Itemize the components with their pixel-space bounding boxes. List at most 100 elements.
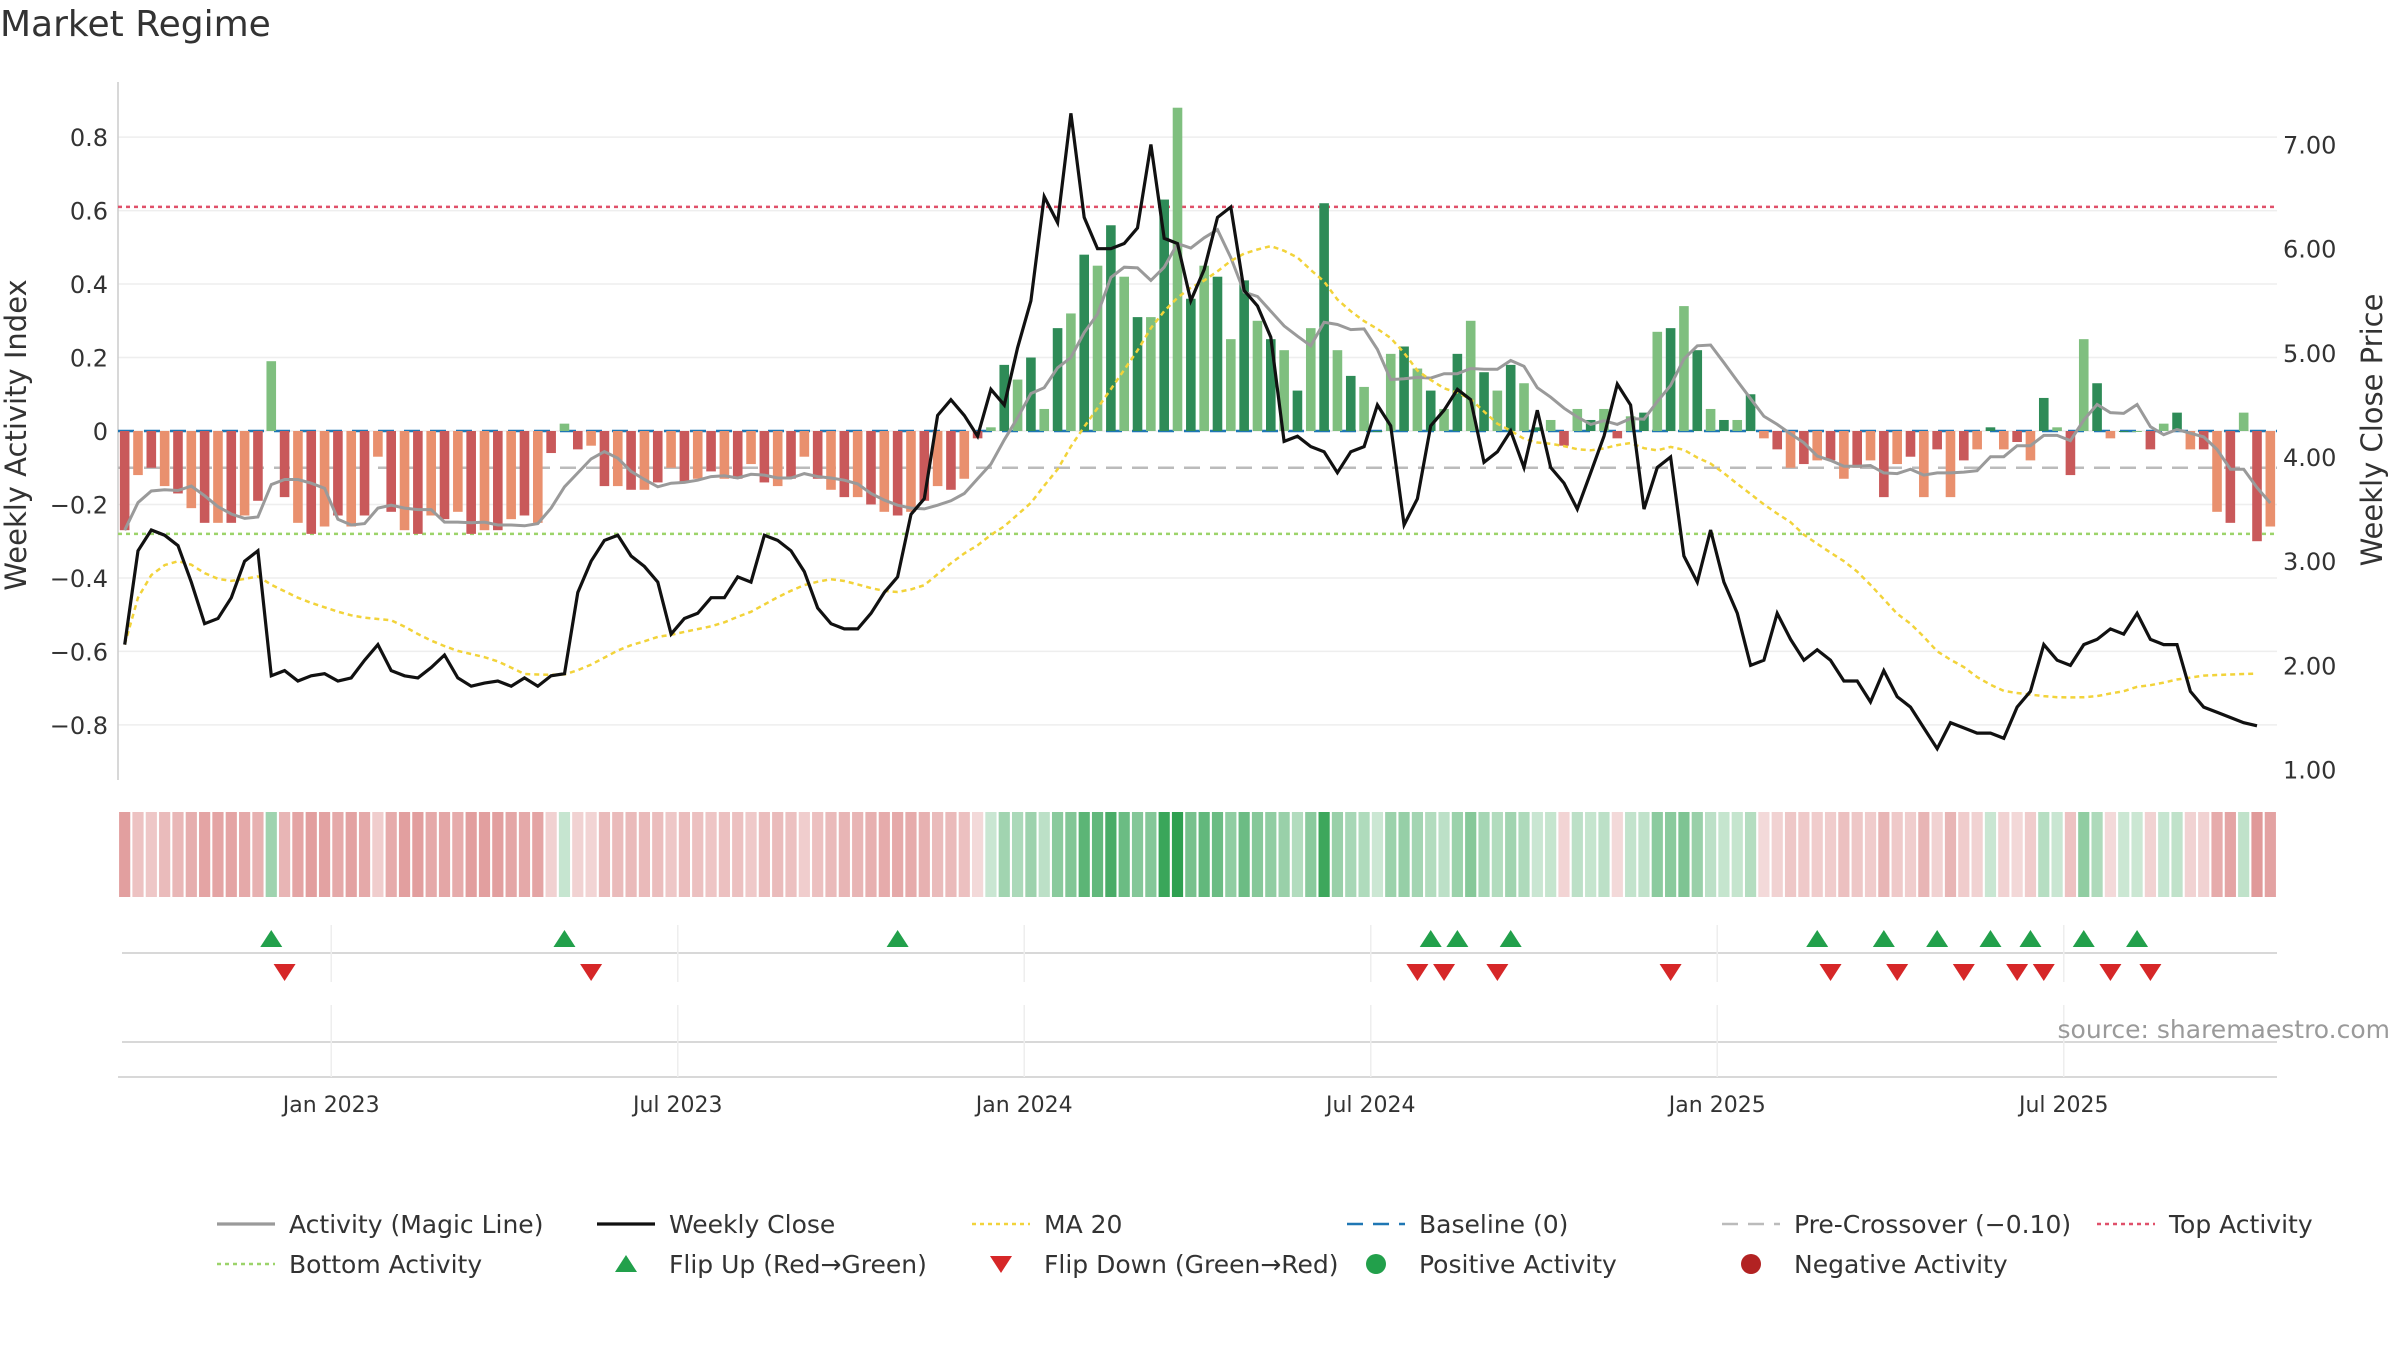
heat-cell bbox=[1878, 812, 1890, 897]
tick-labels: 0.8 0.6 0.4 0.2 0 −0.2 −0.4 −0.6 −0.8 7.00 6.00 5.0… bbox=[50, 124, 2337, 784]
flip-markers bbox=[122, 925, 2277, 982]
y-tick-left: 0.8 bbox=[70, 124, 108, 152]
heat-cell bbox=[1385, 812, 1397, 897]
activity-bar bbox=[1119, 276, 1129, 431]
activity-bar bbox=[319, 431, 330, 527]
heat-cell bbox=[585, 812, 597, 897]
activity-bar bbox=[239, 431, 250, 516]
flip-up-marker bbox=[1926, 930, 1949, 947]
heat-cell bbox=[1704, 812, 1717, 897]
activity-bar bbox=[639, 431, 650, 490]
heat-cell bbox=[1771, 812, 1783, 897]
flip-up-marker bbox=[1979, 930, 2002, 947]
activity-bar bbox=[1159, 199, 1169, 431]
heat-cell bbox=[492, 812, 504, 897]
heat-strip bbox=[119, 812, 2276, 897]
activity-bar bbox=[2052, 427, 2062, 431]
activity-bar bbox=[1332, 350, 1343, 431]
legend-label: Flip Up (Red→Green) bbox=[669, 1249, 927, 1279]
activity-bar bbox=[1066, 313, 1076, 431]
activity-bar bbox=[679, 431, 690, 483]
heat-cell bbox=[1118, 812, 1130, 897]
heat-cell bbox=[1731, 812, 1743, 897]
activity-bar bbox=[1519, 383, 1529, 431]
y-tick-left: 0.2 bbox=[70, 345, 108, 373]
legend-symbol-icon bbox=[1722, 1222, 1780, 1226]
heat-cell bbox=[1225, 812, 1237, 897]
activity-bar bbox=[1799, 431, 1809, 465]
heat-cell bbox=[1864, 812, 1877, 897]
heat-cell bbox=[852, 812, 864, 897]
heat-cell bbox=[1784, 812, 1797, 897]
heat-cell bbox=[1718, 812, 1730, 897]
heat-cell bbox=[2158, 812, 2170, 897]
activity-bar bbox=[586, 431, 596, 446]
activity-bar bbox=[706, 431, 716, 472]
activity-bars bbox=[119, 107, 2276, 542]
y-tick-left: 0.6 bbox=[70, 198, 108, 226]
heat-cell bbox=[1545, 812, 1557, 897]
activity-bar bbox=[826, 431, 836, 490]
activity-bar bbox=[439, 431, 450, 520]
heat-cell bbox=[1691, 812, 1703, 897]
legend-label: Negative Activity bbox=[1794, 1249, 2008, 1279]
activity-bar bbox=[279, 431, 290, 498]
activity-bar bbox=[759, 431, 770, 483]
activity-bar bbox=[1292, 390, 1303, 431]
flip-up-marker bbox=[1872, 930, 1895, 947]
heat-cell bbox=[1438, 812, 1450, 897]
y-tick-left: −0.2 bbox=[50, 491, 108, 519]
activity-bar bbox=[652, 431, 663, 483]
bottom-axis: Jan 2023 Jul 2023 Jan 2024 Jul 2024 Jan 2025… bbox=[118, 1005, 2277, 1118]
activity-bar bbox=[946, 431, 956, 490]
activity-bar bbox=[1932, 431, 1942, 450]
activity-bar bbox=[1705, 408, 1716, 431]
activity-bar bbox=[1305, 328, 1316, 431]
legend-item: Weekly Close bbox=[595, 1208, 970, 1240]
activity-bar bbox=[772, 431, 783, 487]
heat-cell bbox=[2131, 812, 2143, 897]
activity-bar bbox=[1625, 416, 1636, 431]
flip-up-marker bbox=[1446, 930, 1469, 947]
activity-bar bbox=[732, 431, 743, 479]
activity-bar bbox=[399, 431, 410, 531]
heat-cell bbox=[1665, 812, 1677, 897]
heat-cell bbox=[945, 812, 957, 897]
legend-item: Flip Up (Red→Green) bbox=[595, 1248, 970, 1280]
heat-cell bbox=[425, 812, 437, 897]
heat-cell bbox=[358, 812, 371, 897]
activity-bar bbox=[2092, 383, 2102, 431]
activity-bar bbox=[1545, 419, 1556, 431]
heat-cell bbox=[372, 812, 384, 897]
activity-bar bbox=[1719, 419, 1729, 431]
heat-cell bbox=[1891, 812, 1903, 897]
activity-bar bbox=[146, 431, 157, 468]
heat-cell bbox=[1638, 812, 1650, 897]
y-tick-left: −0.8 bbox=[50, 712, 108, 740]
activity-bar bbox=[213, 431, 223, 523]
weekly-close-line bbox=[123, 113, 2258, 752]
activity-bar bbox=[1425, 390, 1436, 431]
heat-cell bbox=[1931, 812, 1943, 897]
heat-cell bbox=[1065, 812, 1077, 897]
heat-cell bbox=[1051, 812, 1064, 897]
heat-cell bbox=[838, 812, 850, 897]
heat-cell bbox=[2251, 812, 2263, 897]
activity-bar bbox=[852, 431, 863, 498]
heat-cell bbox=[1944, 812, 1957, 897]
legend-symbol-icon bbox=[217, 1262, 275, 1266]
heat-cell bbox=[545, 812, 557, 897]
activity-bar bbox=[1559, 431, 1569, 446]
heat-cell bbox=[652, 812, 664, 897]
activity-bar bbox=[373, 431, 383, 457]
y-tick-right: 7.00 bbox=[2283, 132, 2336, 160]
activity-bar bbox=[1785, 431, 1796, 468]
activity-bar bbox=[1226, 339, 1236, 431]
series-lines bbox=[123, 113, 2272, 752]
legend-item: Negative Activity bbox=[1720, 1248, 2095, 1280]
heat-cell bbox=[1198, 812, 1210, 897]
flip-down-marker bbox=[1952, 964, 1975, 981]
legend-symbol-icon bbox=[1347, 1222, 1405, 1226]
heat-cell bbox=[265, 812, 277, 897]
activity-bar bbox=[812, 431, 823, 479]
